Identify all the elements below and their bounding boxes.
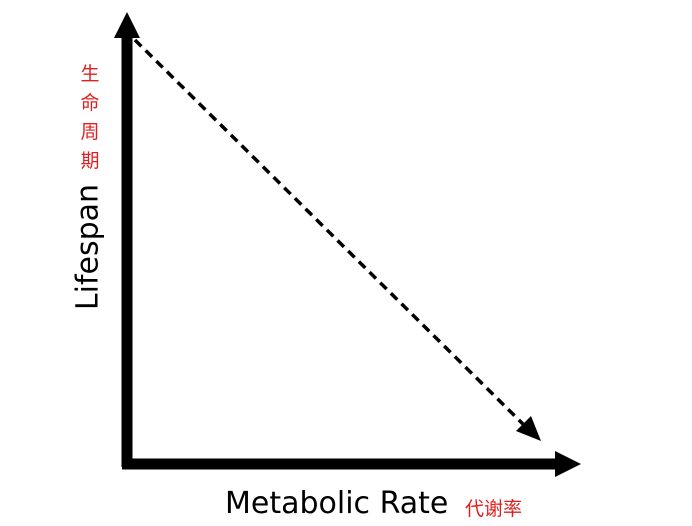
y-axis — [114, 12, 140, 467]
x-axis-arrowhead — [555, 451, 581, 477]
y-axis-arrowhead — [114, 12, 140, 38]
x-axis — [122, 451, 581, 477]
x-axis-label-cn: 代谢率 — [465, 498, 523, 520]
trend-arrow — [133, 38, 541, 441]
trend-arrowhead — [516, 416, 541, 441]
y-axis-label-cn: 生命周期 — [80, 63, 100, 172]
y-axis-label: Lifespan — [70, 183, 106, 311]
x-axis-label: Metabolic Rate — [225, 486, 449, 521]
